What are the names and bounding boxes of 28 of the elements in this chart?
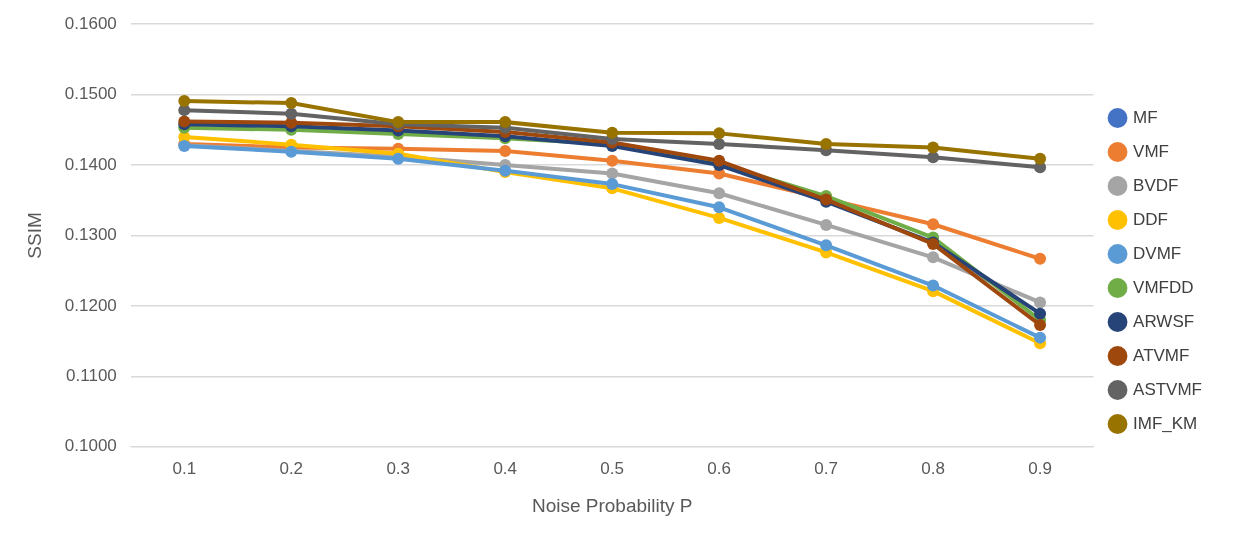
x-tick-label: 0.2 xyxy=(279,458,304,478)
y-tick-label: 0.1300 xyxy=(64,225,117,245)
legend-label: ATVMF xyxy=(1133,345,1190,365)
legend-label: ARWSF xyxy=(1133,311,1195,331)
legend-label: VMF xyxy=(1133,141,1169,161)
legend-label: DVMF xyxy=(1133,243,1182,263)
x-tick-label: 0.4 xyxy=(493,458,518,478)
legend-label: BVDF xyxy=(1133,175,1179,195)
y-axis-title: SSIM xyxy=(23,212,45,259)
y-tick-label: 0.1100 xyxy=(66,366,117,386)
legend-label: VMFDD xyxy=(1133,277,1194,297)
y-tick-label: 0.1000 xyxy=(64,436,117,456)
y-tick-label: 0.1500 xyxy=(64,84,117,104)
x-tick-label: 0.5 xyxy=(600,458,624,478)
x-tick-label: 0.6 xyxy=(707,458,731,478)
x-tick-label: 0.1 xyxy=(172,458,197,478)
y-tick-label: 0.1400 xyxy=(64,154,117,174)
y-tick-label: 0.1200 xyxy=(64,295,117,315)
x-tick-label: 0.8 xyxy=(921,458,945,478)
x-tick-label: 0.7 xyxy=(814,458,838,478)
legend-label: MF xyxy=(1133,107,1158,127)
x-tick-label: 0.3 xyxy=(386,458,411,478)
x-tick-label: 0.9 xyxy=(1028,458,1052,478)
legend-label: DDF xyxy=(1133,209,1169,229)
y-tick-label: 0.1600 xyxy=(64,13,117,33)
legend-label: IMF_KM xyxy=(1133,413,1198,433)
legend-label: ASTVMF xyxy=(1133,379,1203,399)
x-axis-title: Noise Probability P xyxy=(531,494,693,516)
